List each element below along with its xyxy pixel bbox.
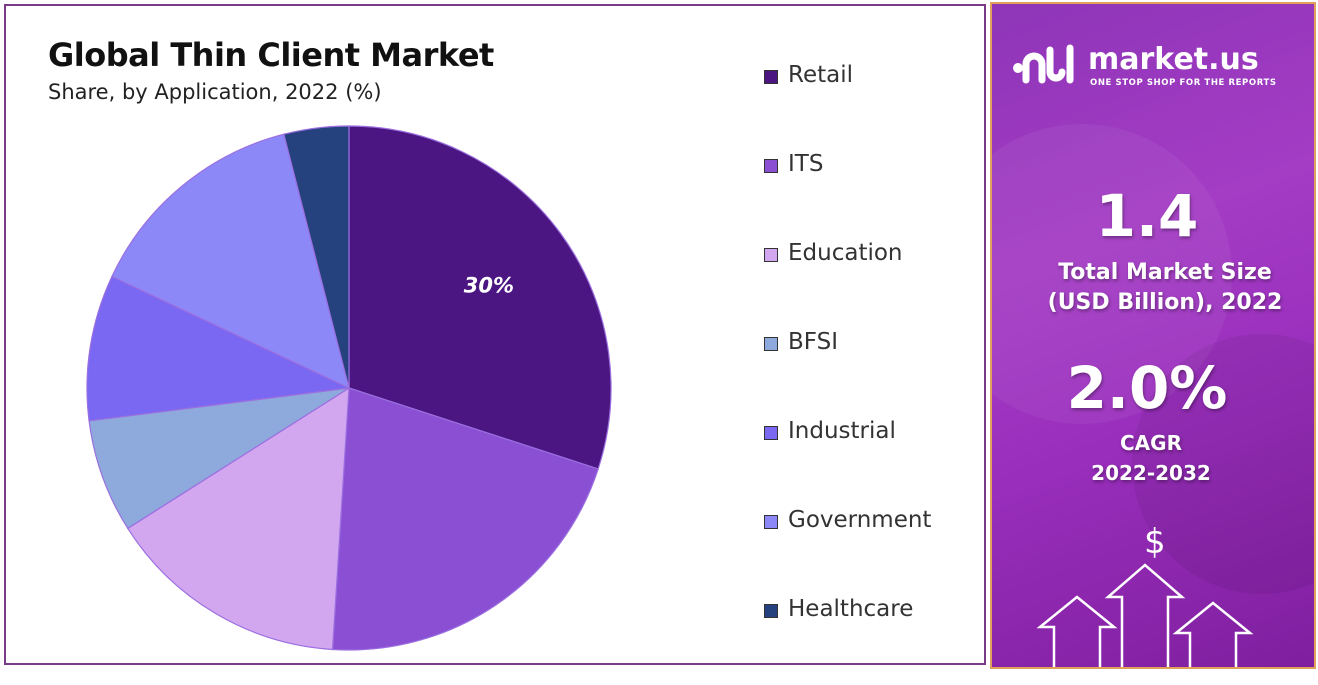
legend-label: Government [788,507,932,533]
legend-swatch [764,515,778,529]
background-decoration [992,124,1232,424]
market-size-label: Total Market Size (USD Billion), 2022 [1002,258,1314,318]
legend-swatch [764,70,778,84]
cagr-label-line1: CAGR [1120,431,1182,455]
pie-slice-education [126,386,350,651]
cagr-value: 2.0% [1066,354,1228,422]
brand-tagline: ONE STOP SHOP FOR THE REPORTS [1090,78,1277,88]
legend-label: Retail [788,62,853,88]
legend-swatch [764,426,778,440]
market-size-label-line2: (USD Billion), 2022 [1047,290,1283,315]
chart-panel: 30% Global Thin Client Market Share, by … [4,4,986,665]
legend-label: ITS [788,151,824,177]
chart-title: Global Thin Client Market [48,36,494,74]
legend-label: Industrial [788,418,896,444]
pie-slice-retail [348,125,612,470]
legend-swatch [764,248,778,262]
pie-slice-healthcare [283,125,350,389]
legend-label: BFSI [788,329,838,355]
legend-swatch [764,337,778,351]
brand-name: market.us [1088,42,1259,77]
pie-slice-its [331,387,599,651]
pie-slice-industrial [86,275,352,422]
infographic: 30% Global Thin Client Market Share, by … [4,2,1316,669]
market-us-logo-icon [1013,44,1074,84]
summary-sidebar: market.us ONE STOP SHOP FOR THE REPORTS … [990,2,1316,669]
market-size-label-line1: Total Market Size [1058,260,1272,285]
chart-subtitle: Share, by Application, 2022 (%) [48,80,382,104]
legend-swatch [764,159,778,173]
pie-slice-government [111,133,350,390]
growth-arrows-icon [1036,563,1254,667]
dollar-sign-icon: $ [1144,522,1166,562]
data-label-retail: 30% [464,273,514,297]
legend-swatch [764,604,778,618]
cagr-label: CAGR 2022-2032 [992,428,1314,488]
pie-chart: 30% [86,125,612,651]
legend-label: Education [788,240,903,266]
brand-logo: market.us ONE STOP SHOP FOR THE REPORTS [1010,42,1276,90]
pie-slice-bfsi [88,387,350,530]
market-size-value: 1.4 [1095,182,1199,250]
cagr-label-line2: 2022-2032 [1091,461,1211,485]
legend-label: Healthcare [788,596,914,622]
